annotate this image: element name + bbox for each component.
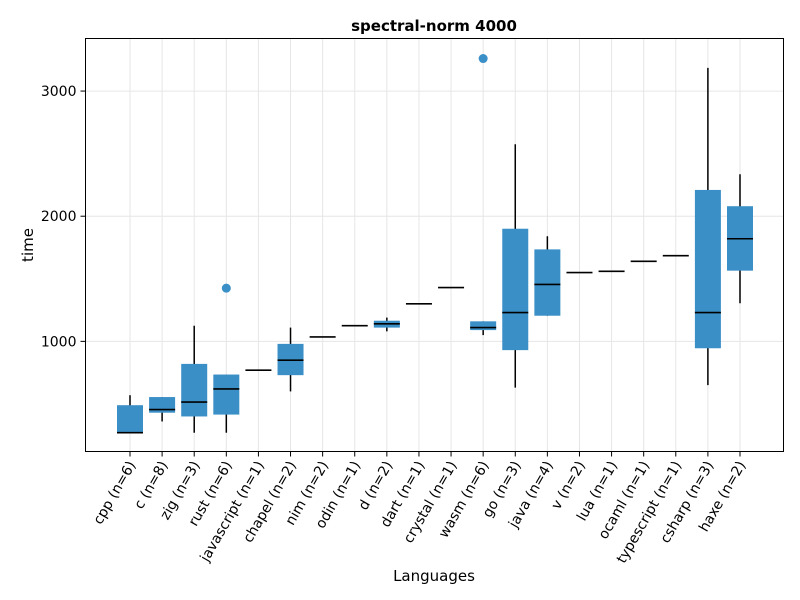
y-tick-label: 2000 bbox=[41, 209, 77, 225]
box bbox=[213, 374, 240, 415]
outlier-point bbox=[221, 283, 231, 293]
outlier-point bbox=[478, 54, 488, 64]
y-ticks: 1000 2000 3000 bbox=[41, 84, 86, 350]
y-axis-label: time bbox=[19, 228, 37, 262]
boxes bbox=[117, 54, 753, 434]
x-ticks: cpp (n=6)c (n=8)zig (n=3)rust (n=6)javas… bbox=[90, 451, 749, 566]
y-tick-label: 1000 bbox=[41, 334, 77, 350]
box bbox=[502, 228, 529, 351]
box bbox=[181, 363, 208, 417]
box bbox=[694, 189, 721, 349]
box bbox=[117, 405, 143, 433]
chart-title: spectral-norm 4000 bbox=[351, 17, 517, 35]
box bbox=[534, 249, 561, 316]
x-tick-label: cpp (n=6) bbox=[90, 459, 139, 528]
plot-frame bbox=[85, 38, 784, 452]
x-axis-label: Languages bbox=[393, 567, 475, 585]
box bbox=[470, 321, 497, 331]
y-tick-label: 3000 bbox=[41, 84, 77, 100]
